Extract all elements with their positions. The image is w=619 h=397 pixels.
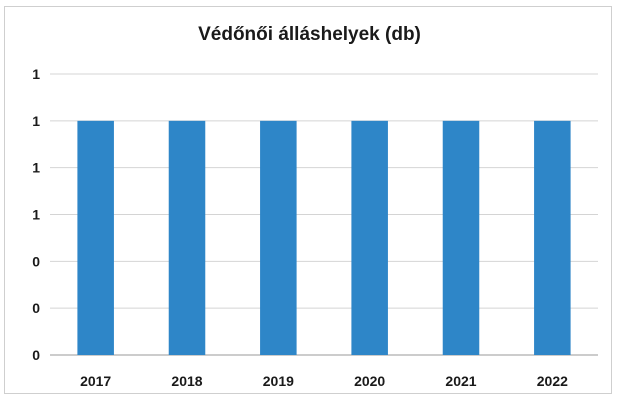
- y-tick-label: 1: [32, 113, 40, 129]
- y-tick-label: 0: [32, 347, 40, 363]
- y-tick-label: 0: [32, 253, 40, 269]
- bars: [77, 120, 571, 355]
- bar-2019: [260, 120, 297, 355]
- x-tick-label: 2022: [537, 373, 568, 389]
- x-tick-label: 2019: [263, 373, 294, 389]
- x-axis-ticks: 2017 2018 2019 2020 2021 2022: [80, 373, 568, 389]
- x-tick-label: 2021: [445, 373, 476, 389]
- x-tick-label: 2020: [354, 373, 385, 389]
- bar-2021: [442, 120, 480, 355]
- bar-2022: [534, 120, 571, 355]
- grid-lines: [50, 73, 598, 356]
- chart-title: Védőnői álláshelyek (db): [198, 24, 421, 45]
- y-axis-ticks: 0 0 0 1 1 1 1: [32, 66, 40, 363]
- bar-2020: [351, 120, 388, 355]
- x-tick-label: 2018: [171, 373, 202, 389]
- y-tick-label: 1: [32, 66, 40, 82]
- y-tick-label: 1: [32, 160, 40, 176]
- x-tick-label: 2017: [80, 373, 111, 389]
- y-tick-label: 0: [32, 300, 40, 316]
- y-tick-label: 1: [32, 207, 40, 223]
- bar-2018: [168, 120, 206, 355]
- bar-2017: [77, 120, 114, 355]
